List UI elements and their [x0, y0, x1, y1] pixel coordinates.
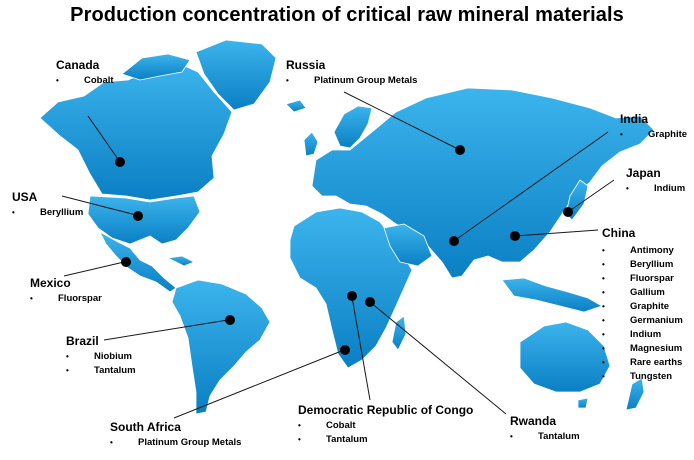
- mineral-item: Magnesium: [602, 342, 683, 356]
- land-greenland: [195, 39, 277, 111]
- label-mexico: Mexico Fluorspar: [30, 276, 102, 306]
- leader-line-china: [514, 229, 599, 237]
- label-usa: USA Beryllium: [12, 190, 83, 220]
- land-tasmania: [577, 397, 589, 409]
- leader-line-rwanda: [369, 301, 507, 415]
- location-dot-japan: [563, 207, 573, 217]
- location-dot-mexico: [121, 257, 131, 267]
- country-name-south-africa: South Africa: [110, 420, 181, 434]
- location-dot-china: [510, 231, 520, 241]
- location-dot-brazil: [225, 315, 235, 325]
- location-dot-russia: [455, 145, 465, 155]
- label-rwanda: Rwanda Tantalum: [510, 414, 580, 444]
- mineral-item: Tantalum: [510, 430, 580, 444]
- land-southeast-asia-islands: [501, 277, 603, 313]
- country-name-china: China: [602, 226, 636, 240]
- country-name-japan: Japan: [626, 166, 661, 180]
- mineral-item: Beryllium: [602, 258, 683, 272]
- land-arabia: [383, 223, 433, 267]
- label-japan: Japan Indium: [626, 166, 685, 196]
- mineral-item: Cobalt: [56, 74, 114, 88]
- mineral-item: Indium: [626, 182, 685, 196]
- mineral-item: Beryllium: [12, 206, 83, 220]
- label-canada: Canada Cobalt: [56, 58, 114, 88]
- country-name-canada: Canada: [56, 58, 100, 72]
- land-australia: [519, 321, 611, 393]
- mineral-item: Platinum Group Metals: [286, 74, 417, 88]
- land-eurasia: [311, 87, 655, 279]
- leader-line-japan: [567, 179, 615, 213]
- mineral-item: Graphite: [602, 300, 683, 314]
- mineral-item: Tungsten: [602, 370, 683, 384]
- country-name-india: India: [620, 112, 649, 126]
- map-title: Production concentration of critical raw…: [70, 4, 624, 26]
- country-name-rwanda: Rwanda: [510, 414, 557, 428]
- land-iceland: [285, 99, 307, 113]
- label-india: India Graphite: [620, 112, 687, 142]
- leader-line-mexico: [63, 261, 125, 277]
- mineral-list-china: Antimony Beryllium Fluorspar Gallium Gra…: [602, 244, 683, 384]
- mineral-item: Tantalum: [66, 364, 136, 378]
- mineral-item: Cobalt: [298, 419, 473, 433]
- mineral-list-canada: Cobalt: [56, 74, 114, 88]
- label-brazil: Brazil Niobium Tantalum: [66, 334, 136, 378]
- mineral-item: Germanium: [602, 314, 683, 328]
- land-north-america-north: [39, 61, 233, 201]
- mineral-item: Fluorspar: [30, 292, 102, 306]
- mineral-item: Indium: [602, 328, 683, 342]
- leader-line-india: [453, 131, 609, 242]
- mineral-list-brazil: Niobium Tantalum: [66, 350, 136, 378]
- land-scandinavia: [333, 105, 373, 149]
- mineral-item: Platinum Group Metals: [110, 436, 241, 450]
- label-china: China Antimony Beryllium Fluorspar Galli…: [602, 226, 683, 384]
- location-dot-usa: [133, 211, 143, 221]
- land-madagascar: [391, 315, 407, 351]
- mineral-list-drc: Cobalt Tantalum: [298, 419, 473, 447]
- leader-line-usa: [61, 195, 137, 216]
- leader-line-south-africa: [173, 349, 345, 419]
- country-name-mexico: Mexico: [30, 276, 71, 290]
- mineral-item: Rare earths: [602, 356, 683, 370]
- land-uk: [303, 131, 319, 157]
- land-usa: [87, 195, 201, 245]
- country-name-brazil: Brazil: [66, 334, 99, 348]
- mineral-list-usa: Beryllium: [12, 206, 83, 220]
- land-south-america: [171, 279, 271, 415]
- mineral-item: Niobium: [66, 350, 136, 364]
- land-arctic-islands: [121, 53, 191, 81]
- mineral-list-india: Graphite: [620, 128, 687, 142]
- mineral-list-south-africa: Platinum Group Metals: [110, 436, 241, 450]
- mineral-list-russia: Platinum Group Metals: [286, 74, 417, 88]
- leader-line-canada: [87, 115, 121, 163]
- mineral-list-rwanda: Tantalum: [510, 430, 580, 444]
- label-drc: Democratic Republic of Congo Cobalt Tant…: [298, 403, 473, 447]
- land-caribbean: [167, 255, 195, 267]
- country-name-usa: USA: [12, 190, 38, 204]
- label-south-africa: South Africa Platinum Group Metals: [110, 420, 241, 450]
- location-dot-drc: [347, 291, 357, 301]
- country-name-drc: Democratic Republic of Congo: [298, 403, 474, 417]
- mineral-list-japan: Indium: [626, 182, 685, 196]
- location-dot-rwanda: [365, 297, 375, 307]
- location-dot-canada: [115, 157, 125, 167]
- leader-line-brazil: [103, 319, 229, 341]
- label-russia: Russia Platinum Group Metals: [286, 58, 417, 88]
- mineral-item: Fluorspar: [602, 272, 683, 286]
- mineral-item: Gallium: [602, 286, 683, 300]
- mineral-item: Graphite: [620, 128, 687, 142]
- location-dot-south-africa: [340, 345, 350, 355]
- land-africa: [289, 207, 413, 369]
- leader-line-russia: [343, 91, 461, 151]
- country-name-russia: Russia: [286, 58, 326, 72]
- mineral-item: Antimony: [602, 244, 683, 258]
- land-mexico-central-america: [99, 231, 177, 293]
- leader-line-drc: [351, 296, 371, 401]
- mineral-list-mexico: Fluorspar: [30, 292, 102, 306]
- mineral-item: Tantalum: [298, 433, 473, 447]
- location-dot-india: [449, 236, 459, 246]
